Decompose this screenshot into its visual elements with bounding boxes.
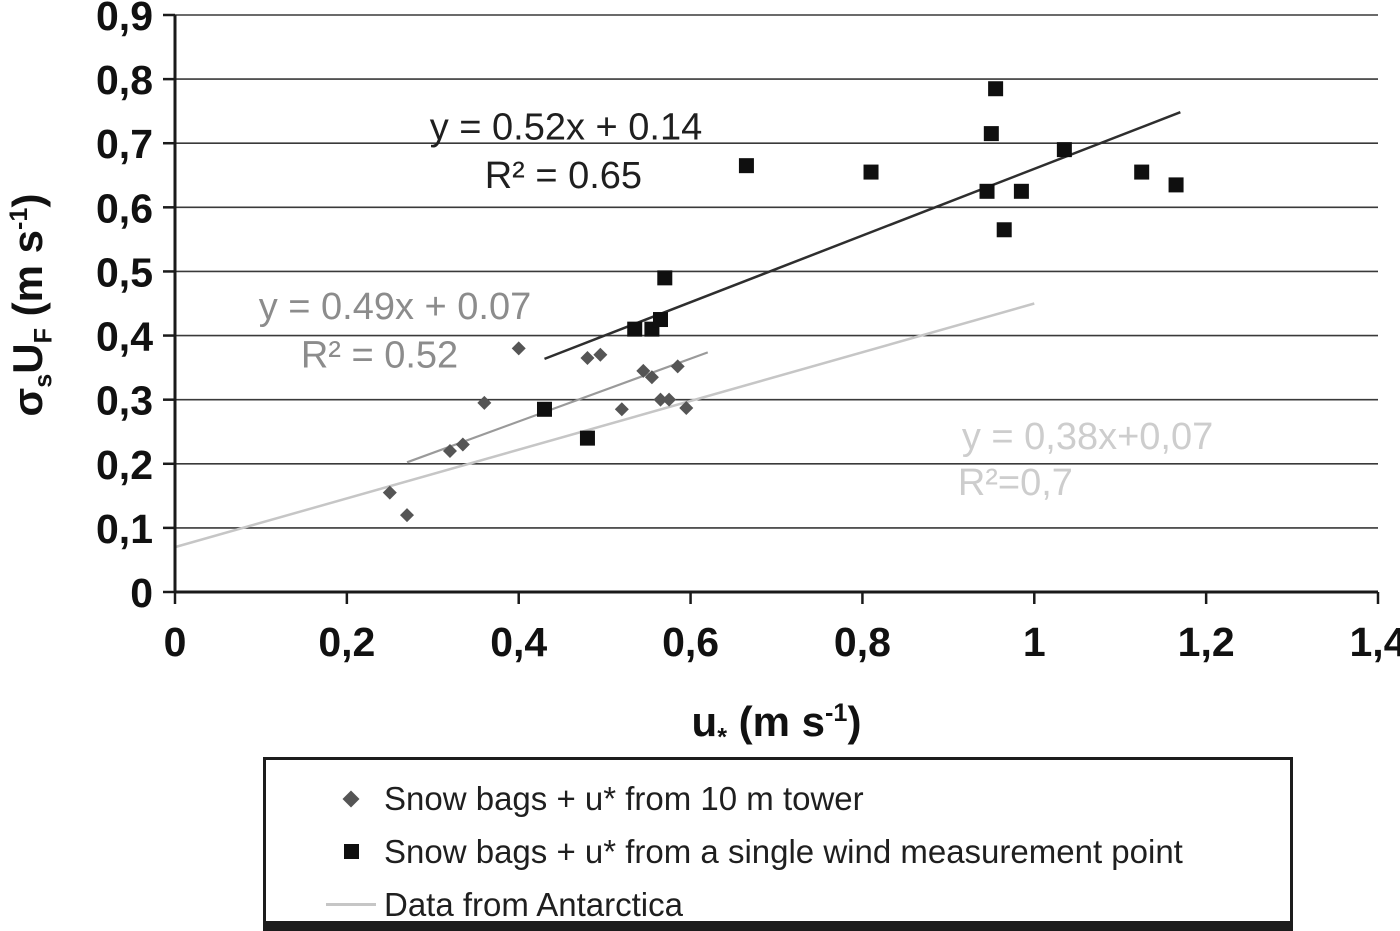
scatter-chart: 0 0,1 0,2 0,3 0,4 0,5 0,6 0,7 0,8 0,9 0 0,2 0,4 0,6 0,… xyxy=(96,0,1400,665)
x-tick-label: 0 xyxy=(164,619,187,665)
x-axis-variable-subscript: * xyxy=(717,723,728,752)
y-tick-label: 0,6 xyxy=(96,185,153,231)
data-point-diamond xyxy=(511,341,526,356)
legend-label: Data from Antarctica xyxy=(384,885,683,923)
legend-item-single-point: Snow bags + u* from a single wind measur… xyxy=(318,825,1290,878)
data-point-square xyxy=(979,183,995,199)
x-tick-label: 1,2 xyxy=(1178,619,1235,665)
data-point-square xyxy=(1168,177,1184,193)
trendline-antarctica xyxy=(174,302,1035,549)
y-tick-label: 0 xyxy=(130,570,153,616)
equation-annotation: R² = 0.52 xyxy=(301,335,458,377)
y-axis-symbol-subscript: s xyxy=(29,373,58,388)
x-tick-label: 1 xyxy=(1023,619,1046,665)
data-point-square xyxy=(657,270,673,286)
data-point-diamond xyxy=(644,370,659,385)
data-point-diamond xyxy=(442,443,457,458)
y-tick-label: 0,8 xyxy=(96,57,153,103)
data-point-diamond xyxy=(670,359,685,374)
data-point-square xyxy=(536,401,552,417)
legend-label: Snow bags + u* from a single wind measur… xyxy=(384,832,1183,870)
x-tick-label: 0,8 xyxy=(834,619,891,665)
x-axis-unit: (m s xyxy=(727,698,826,745)
x-tick-label: 1,4 xyxy=(1350,619,1400,665)
x-tick-label: 0,6 xyxy=(662,619,719,665)
data-point-diamond xyxy=(679,401,694,416)
data-point-square xyxy=(738,158,754,174)
data-point-square xyxy=(652,312,668,328)
legend-label: Snow bags + u* from 10 m tower xyxy=(384,779,864,817)
trendline-single-point-fit xyxy=(544,111,1181,361)
data-point-square xyxy=(996,222,1012,238)
x-tick-label: 0,4 xyxy=(490,619,547,665)
data-point-diamond xyxy=(662,392,677,407)
data-point-diamond xyxy=(477,395,492,410)
data-point-diamond xyxy=(382,485,397,500)
equation-annotation: y = 0.49x + 0.07 xyxy=(259,286,532,328)
y-axis-unit-exponent: -1 xyxy=(5,207,33,230)
legend-item-antarctica: Data from Antarctica xyxy=(318,878,1290,931)
y-tick-label: 0,2 xyxy=(96,442,153,488)
data-point-diamond xyxy=(580,350,595,365)
x-tick-label: 0,2 xyxy=(318,619,375,665)
y-tick-label: 0,7 xyxy=(96,121,153,167)
data-point-square xyxy=(1013,183,1029,199)
equation-annotation: y = 0.52x + 0.14 xyxy=(430,106,703,148)
data-point-square xyxy=(983,126,999,142)
data-point-diamond xyxy=(614,402,629,417)
y-tick-label: 0,5 xyxy=(96,249,153,295)
data-point-diamond xyxy=(636,363,651,378)
y-tick-label: 0,1 xyxy=(96,506,153,552)
data-point-square xyxy=(579,430,595,446)
data-point-diamond xyxy=(593,347,608,362)
x-axis-variable: u xyxy=(691,698,718,745)
y-axis-unit-close: ) xyxy=(4,193,51,208)
y-axis-variable: U xyxy=(4,343,51,374)
line-marker-icon xyxy=(318,903,384,906)
y-axis-title: σsUF (m s-1) xyxy=(4,115,60,495)
data-point-square xyxy=(863,164,879,180)
y-tick-label: 0,3 xyxy=(96,378,153,424)
x-axis-title: u* (m s-1) xyxy=(175,698,1378,752)
legend-item-tower: Snow bags + u* from 10 m tower xyxy=(318,772,1290,825)
y-axis-symbol: σ xyxy=(4,387,51,417)
y-axis-unit: (m s xyxy=(4,229,51,328)
diamond-marker-icon xyxy=(318,790,384,807)
x-axis-unit-close: ) xyxy=(847,698,862,745)
equation-annotation: R² = 0.65 xyxy=(485,155,642,197)
y-tick-label: 0,4 xyxy=(96,314,153,360)
y-tick-label: 0,9 xyxy=(96,0,153,39)
square-marker-icon xyxy=(318,844,384,859)
data-point-square xyxy=(1056,142,1072,158)
y-axis-variable-subscript: F xyxy=(29,327,58,344)
data-point-diamond xyxy=(455,437,470,452)
data-point-square xyxy=(1134,164,1150,180)
equation-annotation: y = 0,38x+0,07 xyxy=(962,416,1213,458)
data-point-diamond xyxy=(400,508,415,523)
data-point-diamond xyxy=(653,392,668,407)
legend: Snow bags + u* from 10 m tower Snow bags… xyxy=(263,757,1293,931)
data-point-square xyxy=(627,321,643,337)
x-axis-unit-exponent: -1 xyxy=(825,699,848,727)
equation-annotation: R²=0,7 xyxy=(958,462,1073,504)
data-point-square xyxy=(988,81,1004,97)
